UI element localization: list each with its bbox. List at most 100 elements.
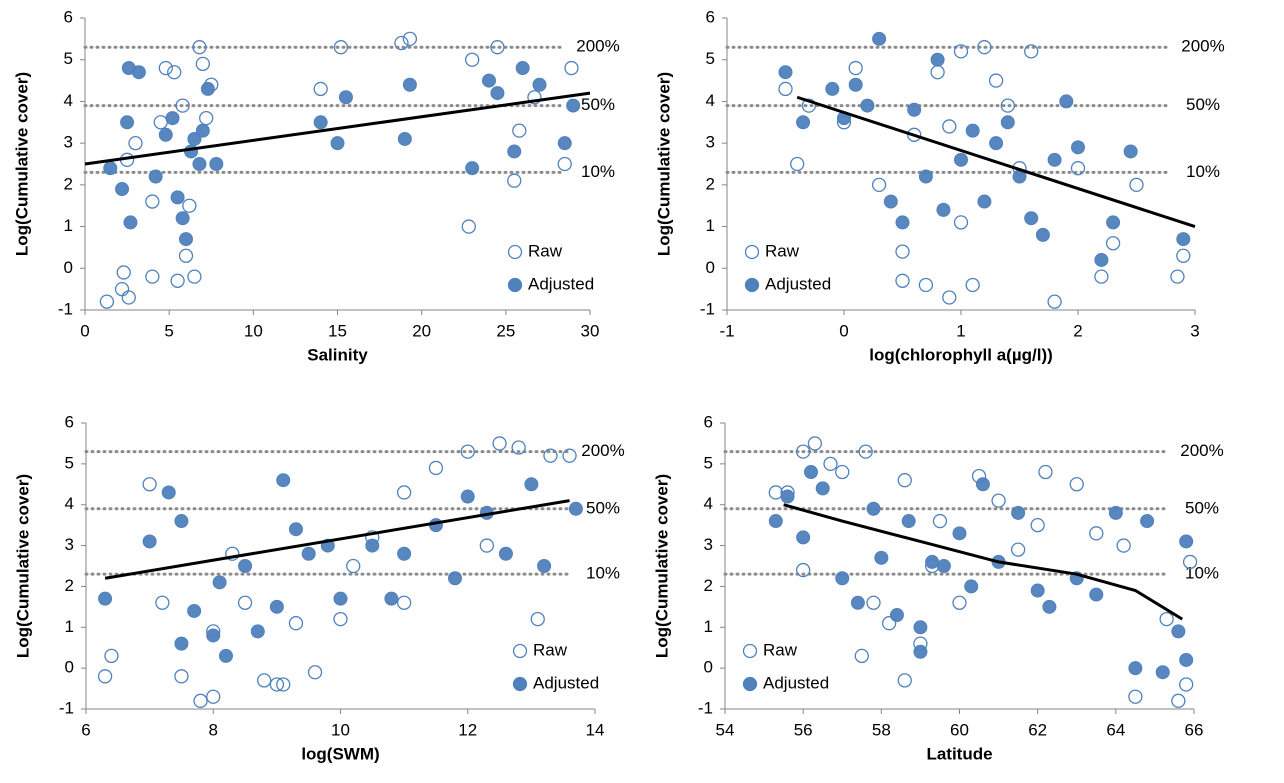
y-tick-label: 6 — [65, 412, 74, 431]
y-tick-label: 0 — [65, 658, 74, 677]
x-tick-label: 54 — [716, 720, 735, 739]
y-tick-label: 6 — [704, 412, 713, 431]
raw-point — [428, 460, 444, 476]
x-tick-label: 60 — [950, 720, 969, 739]
raw-point — [155, 595, 170, 610]
adjusted-point — [397, 546, 412, 561]
y-tick-label: 3 — [706, 133, 715, 152]
adjusted-point — [952, 526, 967, 541]
y-tick-label: 1 — [64, 216, 73, 235]
adjusted-point — [209, 157, 224, 171]
adjusted-point — [1140, 514, 1155, 529]
adjusted-point — [301, 546, 316, 561]
adjusted-point — [1030, 583, 1045, 598]
x-tick-label: 25 — [496, 321, 515, 340]
raw-point — [153, 115, 168, 130]
adjusted-point — [925, 554, 940, 569]
raw-point — [1170, 269, 1185, 284]
adjusted-point — [187, 131, 202, 146]
adjusted-point — [384, 591, 399, 606]
legend-label: Raw — [763, 640, 798, 659]
raw-point — [796, 562, 811, 578]
raw-point — [1024, 44, 1039, 59]
adjusted-point — [778, 65, 793, 80]
adjusted-point — [1042, 599, 1057, 614]
y-tick-label: 5 — [704, 453, 713, 472]
x-axis-title: Latitude — [926, 744, 992, 763]
adjusted-point — [218, 648, 233, 663]
trend-line — [796, 95, 1196, 228]
adjusted-point — [365, 538, 380, 553]
adjusted-point — [965, 123, 980, 138]
adjusted-point — [158, 127, 173, 142]
adjusted-point — [825, 81, 840, 96]
adjusted-point — [131, 65, 146, 80]
adjusted-point — [895, 215, 910, 230]
raw-point — [206, 689, 221, 704]
raw-point — [1129, 177, 1144, 193]
adjusted-point — [1035, 227, 1050, 242]
adjusted-point — [1179, 534, 1194, 549]
adjusted-point — [165, 111, 180, 126]
raw-point — [1047, 294, 1062, 309]
raw-point — [333, 611, 348, 627]
y-tick-label: 1 — [706, 216, 715, 235]
raw-point — [394, 35, 409, 51]
legend-label: Adjusted — [533, 673, 599, 692]
x-tick-label: 2 — [1073, 321, 1082, 340]
adjusted-point — [333, 591, 348, 606]
legend-marker — [742, 676, 758, 692]
adjusted-point — [977, 194, 992, 209]
y-tick-label: 4 — [706, 91, 715, 110]
x-tick-label: 30 — [581, 321, 600, 340]
x-tick-label: 12 — [458, 720, 477, 739]
raw-point — [99, 294, 115, 309]
adjusted-point — [498, 546, 513, 561]
adjusted-point — [872, 31, 887, 46]
raw-point — [1000, 98, 1015, 113]
raw-point — [897, 673, 912, 688]
reference-label: 50% — [1186, 95, 1220, 114]
adjusted-point — [288, 522, 303, 537]
reference-label: 10% — [581, 162, 615, 181]
raw-point — [396, 485, 412, 500]
adjusted-point — [566, 98, 581, 113]
adjusted-point — [1000, 115, 1015, 130]
raw-point — [530, 611, 545, 627]
adjusted-point — [780, 489, 795, 504]
adjusted-point — [148, 169, 163, 184]
adjusted-point — [913, 620, 928, 635]
raw-point — [1069, 477, 1084, 492]
legend-label: Adjusted — [763, 673, 829, 692]
legend-marker — [744, 244, 760, 260]
adjusted-point — [568, 501, 583, 516]
legend-marker — [512, 643, 528, 659]
raw-point — [97, 669, 113, 684]
legend-label: Raw — [533, 640, 568, 659]
raw-point — [778, 81, 793, 97]
y-tick-label: 2 — [706, 174, 715, 193]
y-axis-title: Log(Cumulative cover) — [652, 474, 671, 658]
adjusted-point — [1094, 252, 1109, 267]
raw-point — [557, 156, 572, 172]
x-tick-label: 14 — [586, 720, 605, 739]
adjusted-point — [192, 157, 207, 171]
legend-label: Raw — [528, 241, 563, 260]
reference-label: 200% — [1181, 37, 1224, 56]
raw-point — [854, 648, 869, 664]
adjusted-point — [170, 190, 185, 205]
raw-point — [192, 40, 207, 55]
raw-point — [866, 595, 881, 610]
adjusted-point — [515, 61, 530, 76]
raw-point — [527, 90, 542, 105]
raw-point — [1159, 611, 1174, 627]
adjusted-point — [918, 169, 933, 184]
panel: -1 0 1 2 3 4 5 6 -1 0 1 2 3 log(chlorophyll a(µg/l)) L… — [654, 7, 1224, 364]
adjusted-point — [1024, 211, 1039, 226]
x-axis-title: Salinity — [307, 345, 368, 364]
raw-point — [796, 444, 811, 459]
raw-point — [953, 44, 969, 59]
raw-point — [128, 135, 143, 151]
adjusted-point — [768, 514, 783, 529]
